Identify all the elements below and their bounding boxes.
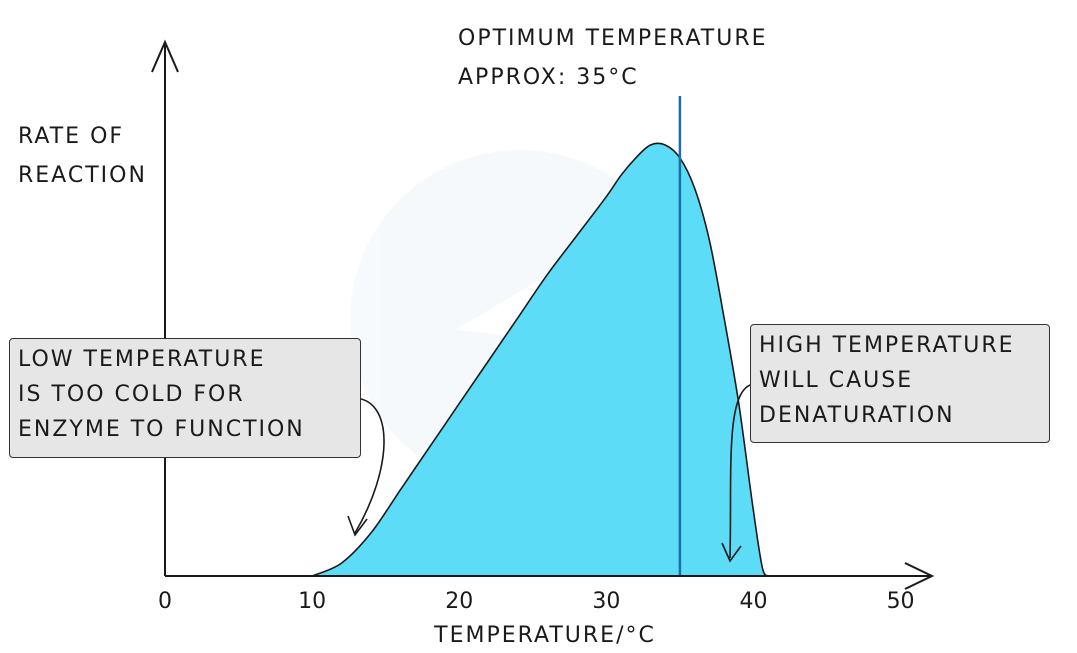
y-axis-label-line1: RATE OF	[18, 124, 124, 149]
x-tick-label: 30	[592, 589, 620, 614]
x-axis-label: TEMPERATURE/°C	[433, 623, 656, 648]
high-temperature-note: HIGH TEMPERATURE WILL CAUSE DENATURATION	[750, 324, 1050, 443]
y-axis-label-line2: REACTION	[18, 163, 147, 188]
low-note-line1: LOW TEMPERATURE	[18, 347, 266, 372]
high-note-line3: DENATURATION	[759, 403, 955, 428]
rate-curve	[311, 142, 769, 577]
optimum-annotation-line2: APPROX: 35°C	[458, 65, 639, 90]
x-axis-arrow	[904, 562, 935, 590]
low-temperature-note: LOW TEMPERATURE IS TOO COLD FOR ENZYME T…	[9, 338, 361, 458]
x-tick-label: 40	[739, 589, 767, 614]
rate-area	[312, 143, 769, 576]
low-note-line3: ENZYME TO FUNCTION	[18, 417, 305, 442]
x-tick-label: 20	[445, 589, 473, 614]
y-axis-arrow	[151, 39, 179, 73]
low-note-line2: IS TOO COLD FOR	[18, 382, 245, 407]
high-note-line1: HIGH TEMPERATURE	[759, 333, 1015, 358]
optimum-annotation-line1: OPTIMUM TEMPERATURE	[458, 26, 768, 51]
x-tick-labels: 0 10 20 30 40 50	[158, 589, 915, 614]
x-tick-label: 0	[158, 589, 172, 614]
x-tick-label: 10	[298, 589, 326, 614]
high-note-line2: WILL CAUSE	[759, 368, 914, 393]
x-tick-label: 50	[887, 589, 915, 614]
